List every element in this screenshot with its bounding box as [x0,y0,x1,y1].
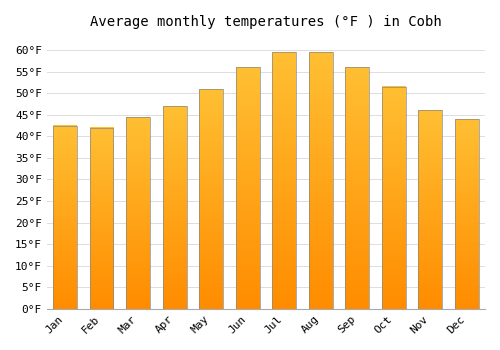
Bar [90,128,114,309]
Bar [54,126,77,309]
Bar [346,67,369,309]
Bar [163,106,186,309]
Bar [126,117,150,309]
Bar [236,67,260,309]
Bar [163,106,186,309]
Bar [90,128,114,309]
Title: Average monthly temperatures (°F ) in Cobh: Average monthly temperatures (°F ) in Co… [90,15,442,29]
Bar [382,87,406,309]
Bar [418,110,442,309]
Bar [236,67,260,309]
Bar [455,119,478,309]
Bar [418,110,442,309]
Bar [200,89,223,309]
Bar [346,67,369,309]
Bar [382,87,406,309]
Bar [126,117,150,309]
Bar [54,126,77,309]
Bar [272,52,296,309]
Bar [309,52,332,309]
Bar [455,119,478,309]
Bar [309,52,332,309]
Bar [272,52,296,309]
Bar [200,89,223,309]
